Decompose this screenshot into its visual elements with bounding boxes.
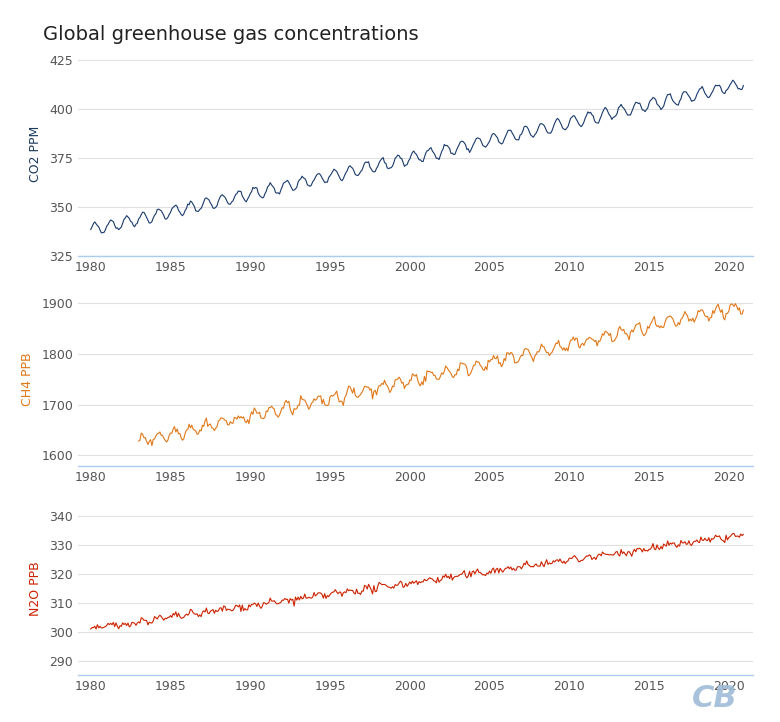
Y-axis label: CO2 PPM: CO2 PPM (30, 126, 42, 181)
Y-axis label: CH4 PPB: CH4 PPB (21, 352, 34, 406)
Text: Global greenhouse gas concentrations: Global greenhouse gas concentrations (43, 25, 419, 44)
Text: CB: CB (692, 684, 737, 713)
Y-axis label: N2O PPB: N2O PPB (30, 561, 42, 616)
